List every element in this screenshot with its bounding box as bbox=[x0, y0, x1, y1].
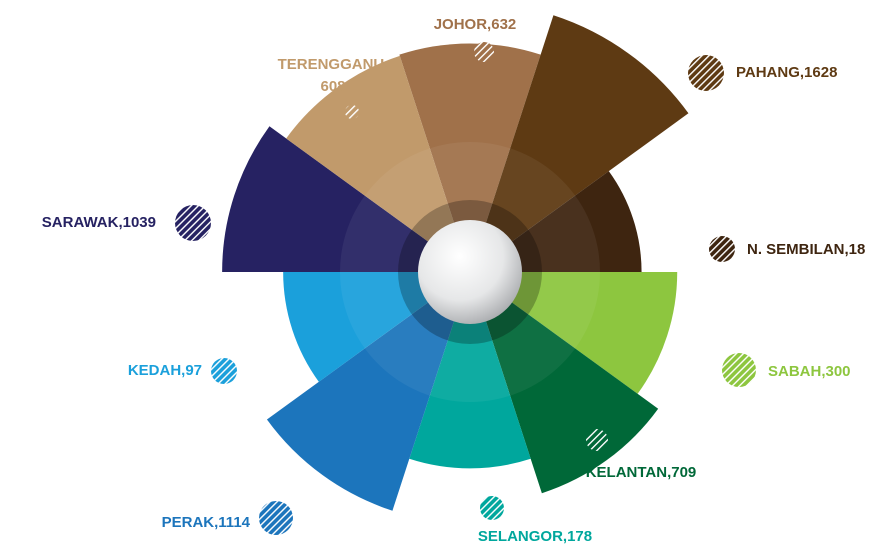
label: 608 bbox=[320, 78, 345, 95]
label: PERAK,1114 bbox=[162, 514, 251, 531]
label: SELANGOR,178 bbox=[478, 528, 592, 545]
wedge bbox=[283, 272, 470, 382]
hatch-marker bbox=[259, 501, 293, 535]
wedge bbox=[286, 55, 470, 272]
label: JOHOR,632 bbox=[434, 16, 517, 33]
wedge bbox=[470, 272, 678, 394]
hatch-marker bbox=[586, 429, 608, 451]
hatch-marker bbox=[709, 236, 735, 262]
hatch-marker bbox=[722, 353, 756, 387]
hatch-marker bbox=[211, 358, 237, 384]
wedge bbox=[470, 272, 659, 494]
wedge bbox=[399, 43, 541, 273]
center-knob bbox=[418, 220, 522, 324]
label: SARAWAK,1039 bbox=[42, 214, 156, 231]
labels: JOHOR,632 PAHANG,1628 N. SEMBILAN,18 SABAH,… bbox=[42, 16, 866, 545]
wedges bbox=[222, 15, 689, 511]
hatch-marker bbox=[480, 496, 504, 520]
label: PAHANG,1628 bbox=[736, 64, 837, 81]
hatch-marker bbox=[474, 42, 494, 62]
wedge bbox=[470, 15, 689, 272]
hatch-marker bbox=[175, 205, 211, 241]
label: N. SEMBILAN,18 bbox=[747, 241, 865, 258]
label: TERENGGANU, bbox=[278, 56, 389, 73]
label: SABAH,300 bbox=[768, 363, 851, 380]
label: KELANTAN,709 bbox=[586, 464, 697, 481]
wedge bbox=[266, 272, 470, 511]
wedge bbox=[409, 272, 531, 469]
label: KEDAH,97 bbox=[128, 362, 202, 379]
hatch-marker bbox=[688, 55, 724, 91]
hatch-marker bbox=[345, 105, 359, 119]
wedge bbox=[222, 126, 470, 272]
